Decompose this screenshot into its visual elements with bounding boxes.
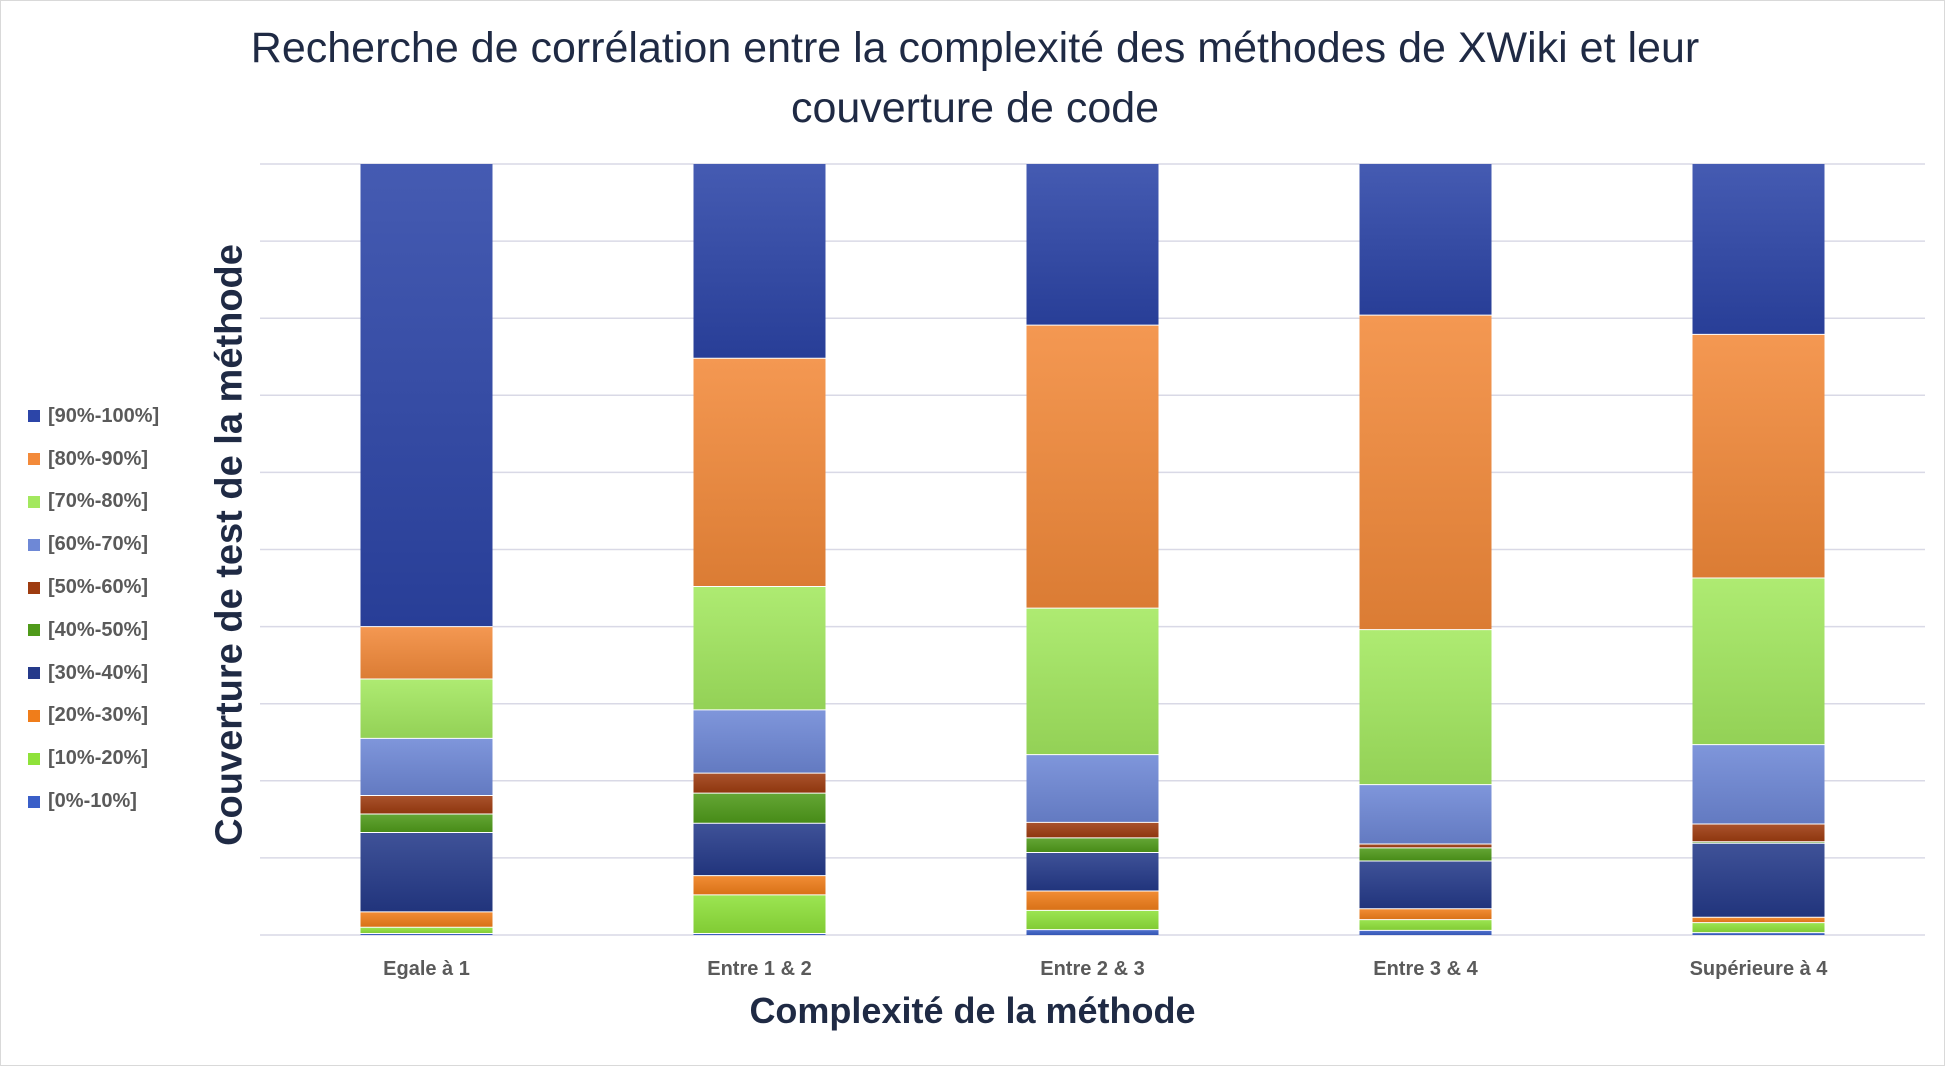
- bar-segment: [1359, 860, 1492, 909]
- legend-item: [70%-80%]: [28, 481, 159, 524]
- legend-swatch: [28, 795, 40, 808]
- bar-segment: [1359, 908, 1492, 920]
- legend-swatch: [28, 495, 40, 508]
- bar-segment: [1692, 744, 1825, 824]
- x-tick-label: Entre 2 & 3: [1040, 958, 1144, 980]
- bar-segment: [1026, 852, 1159, 892]
- legend-swatch: [28, 538, 40, 551]
- legend-item: [60%-70%]: [28, 523, 159, 566]
- legend-label: [40%-50%]: [48, 618, 149, 641]
- bar-segment: [693, 793, 826, 824]
- bar-segment: [360, 164, 493, 627]
- bar-segment: [693, 773, 826, 794]
- bar-segment: [1026, 754, 1159, 823]
- legend-item: [0%-10%]: [28, 780, 159, 823]
- legend-swatch: [28, 410, 40, 423]
- bar-segment: [1692, 932, 1825, 935]
- bar-segment: [1026, 608, 1159, 755]
- legend-item: [20%-30%]: [28, 695, 159, 738]
- legend-label: [50%-60%]: [48, 576, 149, 599]
- bar-segment: [1359, 930, 1492, 935]
- bar-segment: [1692, 917, 1825, 923]
- bar-segment: [1359, 164, 1492, 316]
- bar-segment: [1026, 929, 1159, 935]
- bar-segment: [1692, 578, 1825, 745]
- legend-swatch: [28, 667, 40, 680]
- bar-segment: [1026, 822, 1159, 838]
- bar-segment: [693, 875, 826, 895]
- bar-segment: [1692, 823, 1825, 842]
- bar-segment: [693, 709, 826, 774]
- bar-segment: [693, 164, 826, 359]
- bar-segment: [1359, 629, 1492, 785]
- bar-segment: [1692, 334, 1825, 579]
- bar-segment: [1026, 325, 1159, 609]
- bar-segment: [1026, 164, 1159, 326]
- bar-segment: [1692, 922, 1825, 933]
- bar-segment: [1026, 891, 1159, 911]
- bar-segment: [360, 626, 493, 680]
- legend: [90%-100%] [80%-90%] [70%-80%] [60%-70%] [50…: [28, 395, 159, 823]
- legend-label: [0%-10%]: [48, 790, 137, 813]
- bar-segment: [360, 832, 493, 912]
- legend-label: [90%-100%]: [48, 404, 160, 427]
- bar-segment: [1692, 843, 1825, 918]
- legend-swatch: [28, 709, 40, 722]
- bar-segment: [1026, 910, 1159, 930]
- bar-segment: [1359, 315, 1492, 630]
- legend-swatch: [28, 752, 40, 765]
- bar-segment: [1359, 919, 1492, 931]
- legend-item: [40%-50%]: [28, 609, 159, 652]
- bar-segment: [1692, 164, 1825, 335]
- bar-segment: [693, 586, 826, 710]
- x-tick-label: Supérieure à 4: [1690, 958, 1829, 980]
- x-tick-label: Egale à 1: [383, 958, 470, 980]
- legend-label: [20%-30%]: [48, 704, 149, 727]
- bar-segment: [1359, 847, 1492, 861]
- bar-segment: [360, 679, 493, 739]
- legend-swatch: [28, 624, 40, 637]
- legend-swatch: [28, 581, 40, 594]
- legend-label: [80%-90%]: [48, 447, 149, 470]
- bar-segment: [693, 358, 826, 587]
- x-tick-label: Entre 1 & 2: [707, 958, 811, 980]
- x-tick-label: Entre 3 & 4: [1373, 958, 1478, 980]
- legend-label: [70%-80%]: [48, 490, 149, 513]
- legend-item: [90%-100%]: [28, 395, 159, 438]
- bar-segment: [1692, 841, 1825, 844]
- bar-segment: [1359, 784, 1492, 845]
- bar-segment: [693, 933, 826, 935]
- legend-swatch: [28, 453, 40, 466]
- bar-segment: [360, 738, 493, 796]
- bar-segment: [693, 823, 826, 876]
- bar-segment: [360, 795, 493, 814]
- bar-segment: [1359, 844, 1492, 848]
- legend-label: [30%-40%]: [48, 661, 149, 684]
- bar-segment: [360, 927, 493, 934]
- legend-item: [80%-90%]: [28, 438, 159, 481]
- legend-item: [10%-20%]: [28, 737, 159, 780]
- legend-item: [50%-60%]: [28, 566, 159, 609]
- bar-segment: [693, 894, 826, 934]
- bar-segment: [1026, 837, 1159, 853]
- x-axis-label: Complexité de la méthode: [749, 990, 1196, 1031]
- bar-segment: [360, 933, 493, 935]
- bar-segment: [360, 911, 493, 928]
- chart-title: Recherche de corrélation entre la comple…: [250, 24, 1700, 132]
- legend-label: [10%-20%]: [48, 747, 149, 770]
- legend-item: [30%-40%]: [28, 652, 159, 695]
- bar-segment: [360, 813, 493, 833]
- legend-label: [60%-70%]: [48, 533, 149, 556]
